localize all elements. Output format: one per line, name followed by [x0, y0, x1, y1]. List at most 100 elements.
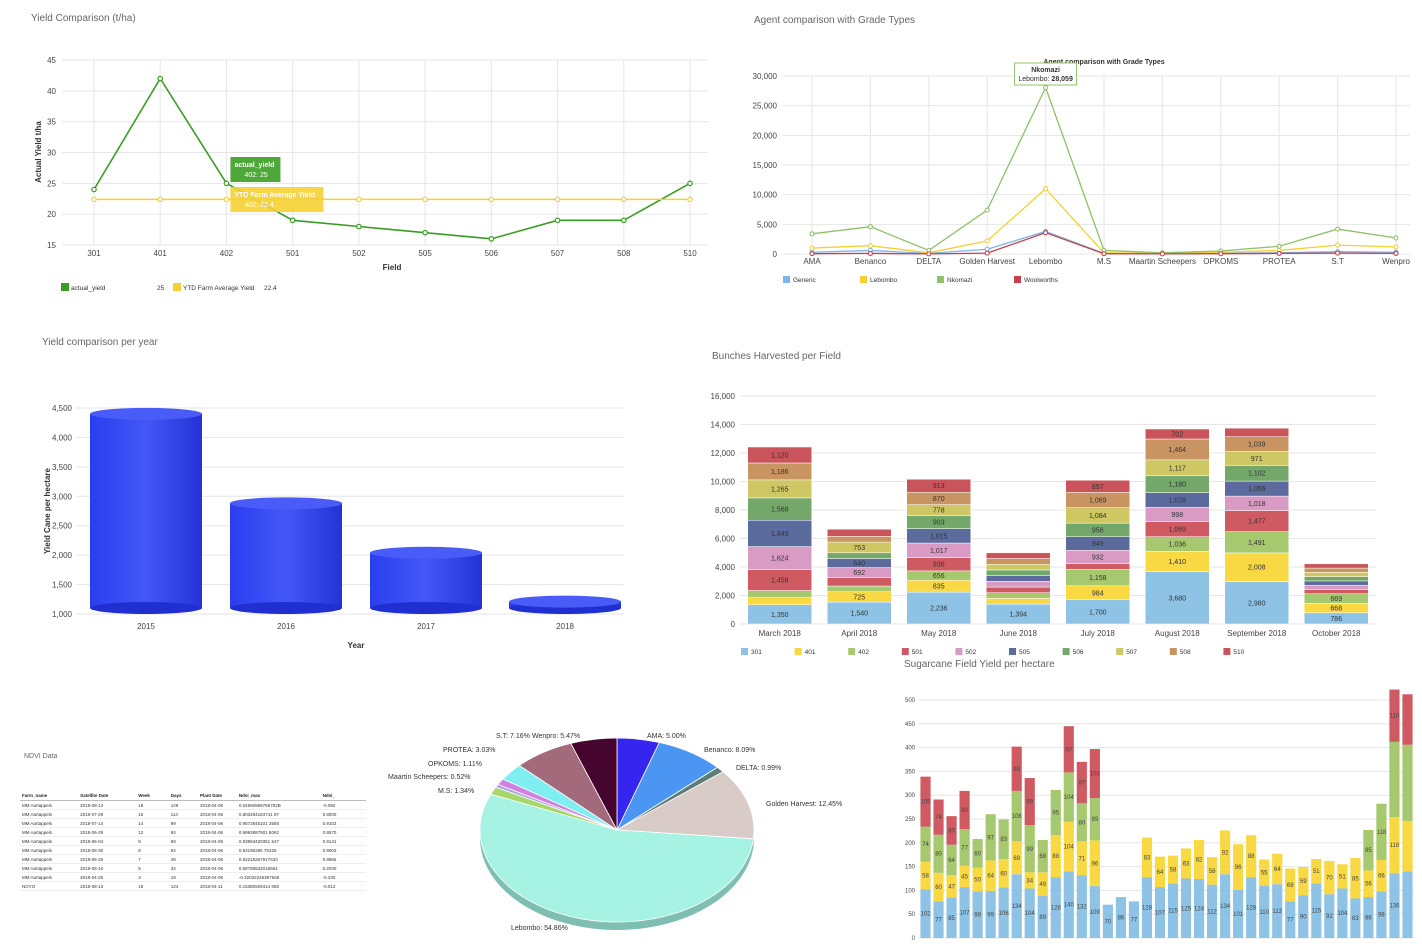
chart3-cylinder-top [370, 546, 482, 559]
chart4-segment-label: 1,056 [1248, 486, 1266, 493]
chart6-segment-label: 60 [974, 851, 981, 857]
ndvi-column-header: Satellite Date [78, 790, 137, 801]
table-cell: MM Aartappels [20, 845, 79, 855]
chart4-segment-label: 640 [853, 561, 865, 568]
chart1-tooltip-box [230, 157, 281, 182]
chart6-segment-label: 60 [948, 828, 955, 834]
chart6-segment-label: 71 [1078, 856, 1085, 862]
table-cell: 0.9572845101 3565 [236, 818, 321, 828]
chart6-bar-segment [1376, 891, 1387, 938]
chart6-bar-segment [1272, 853, 1283, 885]
chart4-segment-label: 936 [933, 562, 945, 569]
table-cell: 0.58785532018661 [236, 863, 321, 873]
chart2-tooltip-value: 28,059 [1051, 76, 1073, 83]
chart1-point [356, 196, 362, 203]
chart1-point [356, 223, 362, 230]
chart6-bar-segment [1141, 837, 1153, 878]
chart2-point [1043, 230, 1049, 236]
chart4-legend-name: 506 [1073, 649, 1084, 656]
chart2-x-tick: M.S [1097, 257, 1111, 266]
chart1-tooltip-title: YTD Farm Average Yield [234, 192, 314, 199]
chart6-segment-label: 63 [1183, 862, 1190, 868]
chart6-y-tick: 400 [905, 746, 916, 752]
chart6-segment-label: 95 [1052, 811, 1059, 817]
chart5-pie-slice [479, 793, 754, 923]
chart4-segment-label: 725 [853, 594, 865, 601]
chart3-cylinder-bottom [370, 602, 482, 614]
chart6-segment-label: 132 [1077, 905, 1088, 911]
chart1-x-tick: 508 [617, 249, 631, 258]
chart6-segment-label: 110 [1390, 714, 1400, 720]
chart6-bar-segment [1337, 888, 1348, 938]
chart4-x-tick: October 2018 [1312, 629, 1361, 638]
chart6-segment-label: 70 [1326, 876, 1333, 882]
table-cell: 19 [168, 872, 199, 882]
chart6-segment-label: 51 [1339, 874, 1346, 880]
chart1-y-tick: 40 [47, 87, 56, 96]
chart2-legend-name: Nkomazi [947, 277, 972, 284]
chart3-x-tick: 2017 [417, 622, 435, 631]
chart2-point [1335, 250, 1341, 256]
chart6-bar-segment [1389, 741, 1400, 818]
chart4-x-tick: April 2018 [841, 629, 878, 638]
chart2-point [809, 251, 815, 257]
chart4-bar-segment [827, 585, 892, 592]
table-cell: 0.8000 [320, 809, 366, 819]
chart6-bar-segment [985, 814, 996, 861]
chart6-bar-segment [1272, 884, 1283, 938]
chart2-point [1218, 251, 1224, 257]
chart4-bar-segment [1145, 571, 1210, 625]
chart4-bar-segment [906, 478, 971, 493]
table-cell: 8 [136, 836, 169, 846]
chart4-x-tick: May 2018 [921, 629, 957, 638]
chart6-bar-segment [1167, 883, 1179, 938]
chart2-point [984, 207, 990, 213]
ndvi-table: Farm_name Satellite Date Week Days Plant Dat… [20, 790, 366, 891]
chart6-bar-segment [1389, 873, 1400, 938]
chart3-y-tick: 1,000 [52, 610, 73, 619]
chart6-segment-label: 115 [1312, 909, 1322, 915]
table-cell: 0.803484184741 97 [236, 809, 321, 819]
chart6-bar-segment [1311, 883, 1322, 938]
chart4-segment-label: 1,458 [771, 578, 789, 585]
chart4-bar-segment [986, 598, 1051, 605]
chart2-x-tick: Golden Harvest [959, 257, 1015, 266]
table-row: MM Aartappels 2019-05-10 5 34 2018-04-06 0.58… [20, 863, 366, 873]
chart4-bar-segment [1304, 563, 1369, 569]
chart1-x-tick: 506 [485, 249, 499, 258]
chart1-tooltip-box [230, 187, 324, 212]
table-cell: MM Aartappels [20, 818, 79, 828]
chart6-segment-label: 99 [1026, 800, 1033, 806]
table-cell: 2018-06-29 [78, 827, 137, 837]
chart4-bar-segment [747, 446, 812, 464]
chart6-segment-label: 59 [1300, 879, 1307, 885]
ndvi-column-header: Week [136, 790, 169, 801]
chart1-point [91, 196, 97, 203]
chart6-segment-label: 97 [987, 835, 994, 841]
chart6-bar-segment [1180, 878, 1192, 938]
chart4-segment-label: 2,980 [1248, 600, 1266, 607]
chart6-bar-segment [1076, 875, 1087, 938]
chart2-inner-title: Agent comparison with Grade Types [1043, 59, 1164, 66]
chart6-bar-segment [959, 828, 970, 866]
chart6-bar-segment [1050, 789, 1061, 836]
chart6-bar-segment [946, 875, 957, 898]
chart1-legend-name: actual_yield [71, 285, 106, 292]
chart6-bar-segment [1298, 895, 1309, 938]
chart6-segment-label: 106 [999, 911, 1010, 917]
chart4-bar-segment [747, 597, 812, 606]
chart2-y-tick: 15,000 [753, 161, 778, 170]
chart4-segment-label: 1,186 [771, 469, 789, 476]
chart6-bar-segment [972, 838, 983, 868]
chart6-bar-segment [1207, 884, 1218, 938]
chart6-y-tick: 200 [905, 841, 916, 847]
table-cell: 2018-04-06 [198, 818, 237, 828]
chart2-point [1159, 251, 1165, 257]
chart4-segment-label: 835 [933, 584, 945, 591]
chart4-legend-name: 502 [965, 649, 976, 656]
chart2-point [1276, 250, 1282, 256]
chart2-point [1335, 226, 1341, 232]
chart2-x-tick: OPKOMS [1203, 257, 1238, 266]
table-cell: 3 [136, 872, 169, 882]
